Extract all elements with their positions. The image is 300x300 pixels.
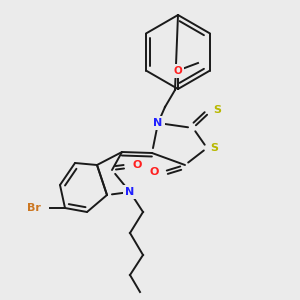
- Text: O: O: [149, 167, 159, 177]
- Text: O: O: [132, 160, 142, 170]
- Text: O: O: [174, 66, 182, 76]
- Text: S: S: [213, 105, 221, 115]
- Text: N: N: [125, 187, 135, 197]
- Text: N: N: [153, 118, 163, 128]
- Text: Br: Br: [27, 203, 41, 213]
- Text: S: S: [210, 143, 218, 153]
